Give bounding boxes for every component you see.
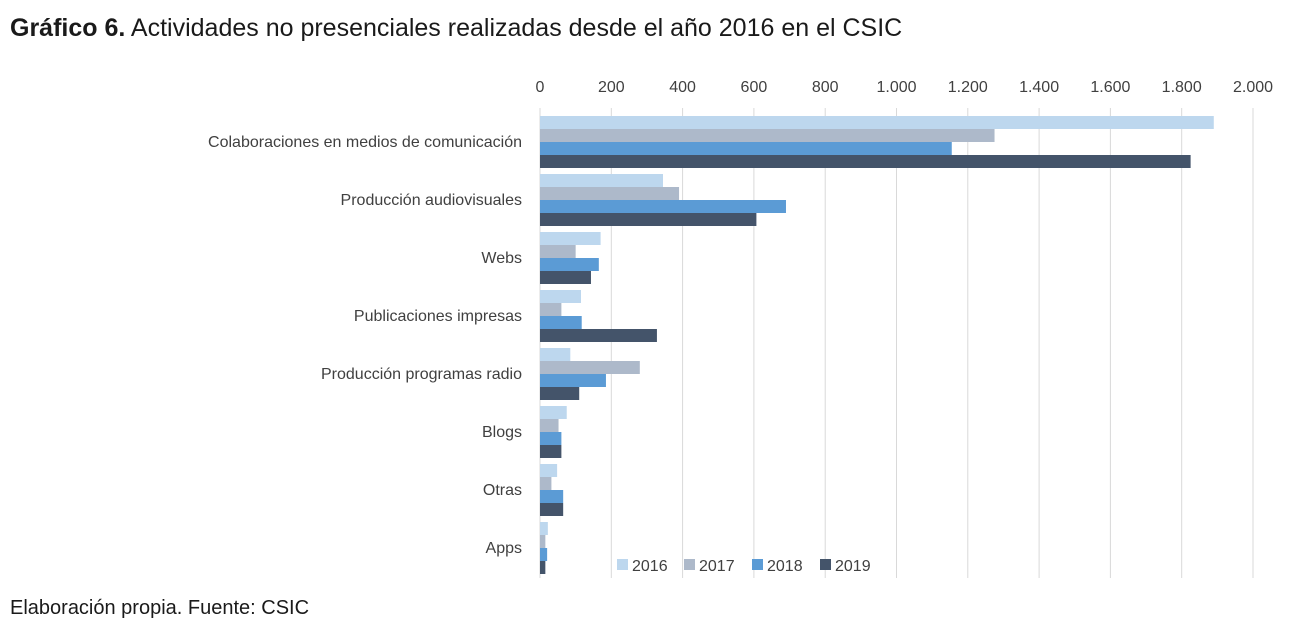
legend-swatch-2017 (684, 559, 695, 570)
x-tick-label: 1.800 (1162, 79, 1202, 96)
legend-swatch-2019 (820, 559, 831, 570)
legend-label-2018: 2018 (767, 558, 803, 575)
bar-2018 (540, 200, 786, 213)
bar-2017 (540, 361, 640, 374)
category-label: Colaboraciones en medios de comunicación (208, 134, 522, 151)
bar-2016 (540, 232, 601, 245)
category-label: Producción audiovisuales (341, 192, 522, 209)
bar-2016 (540, 522, 548, 535)
x-tick-label: 0 (536, 79, 545, 96)
bar-2018 (540, 258, 599, 271)
x-tick-label: 200 (598, 79, 625, 96)
x-tick-label: 1.400 (1019, 79, 1059, 96)
legend-label-2016: 2016 (632, 558, 668, 575)
bar-2016 (540, 174, 663, 187)
bar-2018 (540, 316, 582, 329)
bar-2018 (540, 548, 548, 561)
x-tick-label: 800 (812, 79, 839, 96)
legend-label-2019: 2019 (835, 558, 871, 575)
bar-2016 (540, 348, 571, 361)
source-note: Elaboración propia. Fuente: CSIC (10, 597, 310, 619)
bar-2016 (540, 464, 558, 477)
legend-swatch-2016 (617, 559, 628, 570)
bar-2016 (540, 116, 1214, 129)
bar-2019 (540, 561, 546, 574)
legend-label-2017: 2017 (699, 558, 735, 575)
bar-2019 (540, 503, 564, 516)
bar-2017 (540, 245, 576, 258)
bar-2019 (540, 445, 562, 458)
x-tick-label: 1.200 (948, 79, 988, 96)
bar-2019 (540, 387, 580, 400)
bar-2017 (540, 419, 559, 432)
bar-2018 (540, 142, 952, 155)
chart-title-text: Actividades no presenciales realizadas d… (130, 14, 903, 42)
bar-2016 (540, 406, 567, 419)
bar-2017 (540, 303, 562, 316)
bar-2017 (540, 129, 995, 142)
bar-2017 (540, 535, 546, 548)
bar-2017 (540, 477, 552, 490)
chart-title: Gráfico 6. Actividades no presenciales r… (10, 14, 902, 43)
bar-2019 (540, 213, 757, 226)
category-label: Producción programas radio (321, 366, 522, 383)
x-tick-label: 400 (669, 79, 696, 96)
x-tick-label: 1.000 (876, 79, 916, 96)
chart-title-label: Gráfico 6. (10, 14, 126, 42)
x-tick-label: 1.600 (1090, 79, 1130, 96)
bar-2018 (540, 490, 564, 503)
legend-swatch-2018 (752, 559, 763, 570)
category-label: Otras (483, 482, 522, 499)
category-label: Webs (481, 250, 522, 267)
bar-2019 (540, 329, 657, 342)
bar-2019 (540, 155, 1191, 168)
bar-2018 (540, 374, 606, 387)
x-tick-label: 2.000 (1233, 79, 1273, 96)
category-label: Publicaciones impresas (354, 308, 522, 325)
bar-2019 (540, 271, 591, 284)
bar-2016 (540, 290, 581, 303)
x-tick-label: 600 (741, 79, 768, 96)
category-label: Blogs (482, 424, 522, 441)
bar-2017 (540, 187, 680, 200)
bar-2018 (540, 432, 562, 445)
category-label: Apps (486, 540, 522, 557)
